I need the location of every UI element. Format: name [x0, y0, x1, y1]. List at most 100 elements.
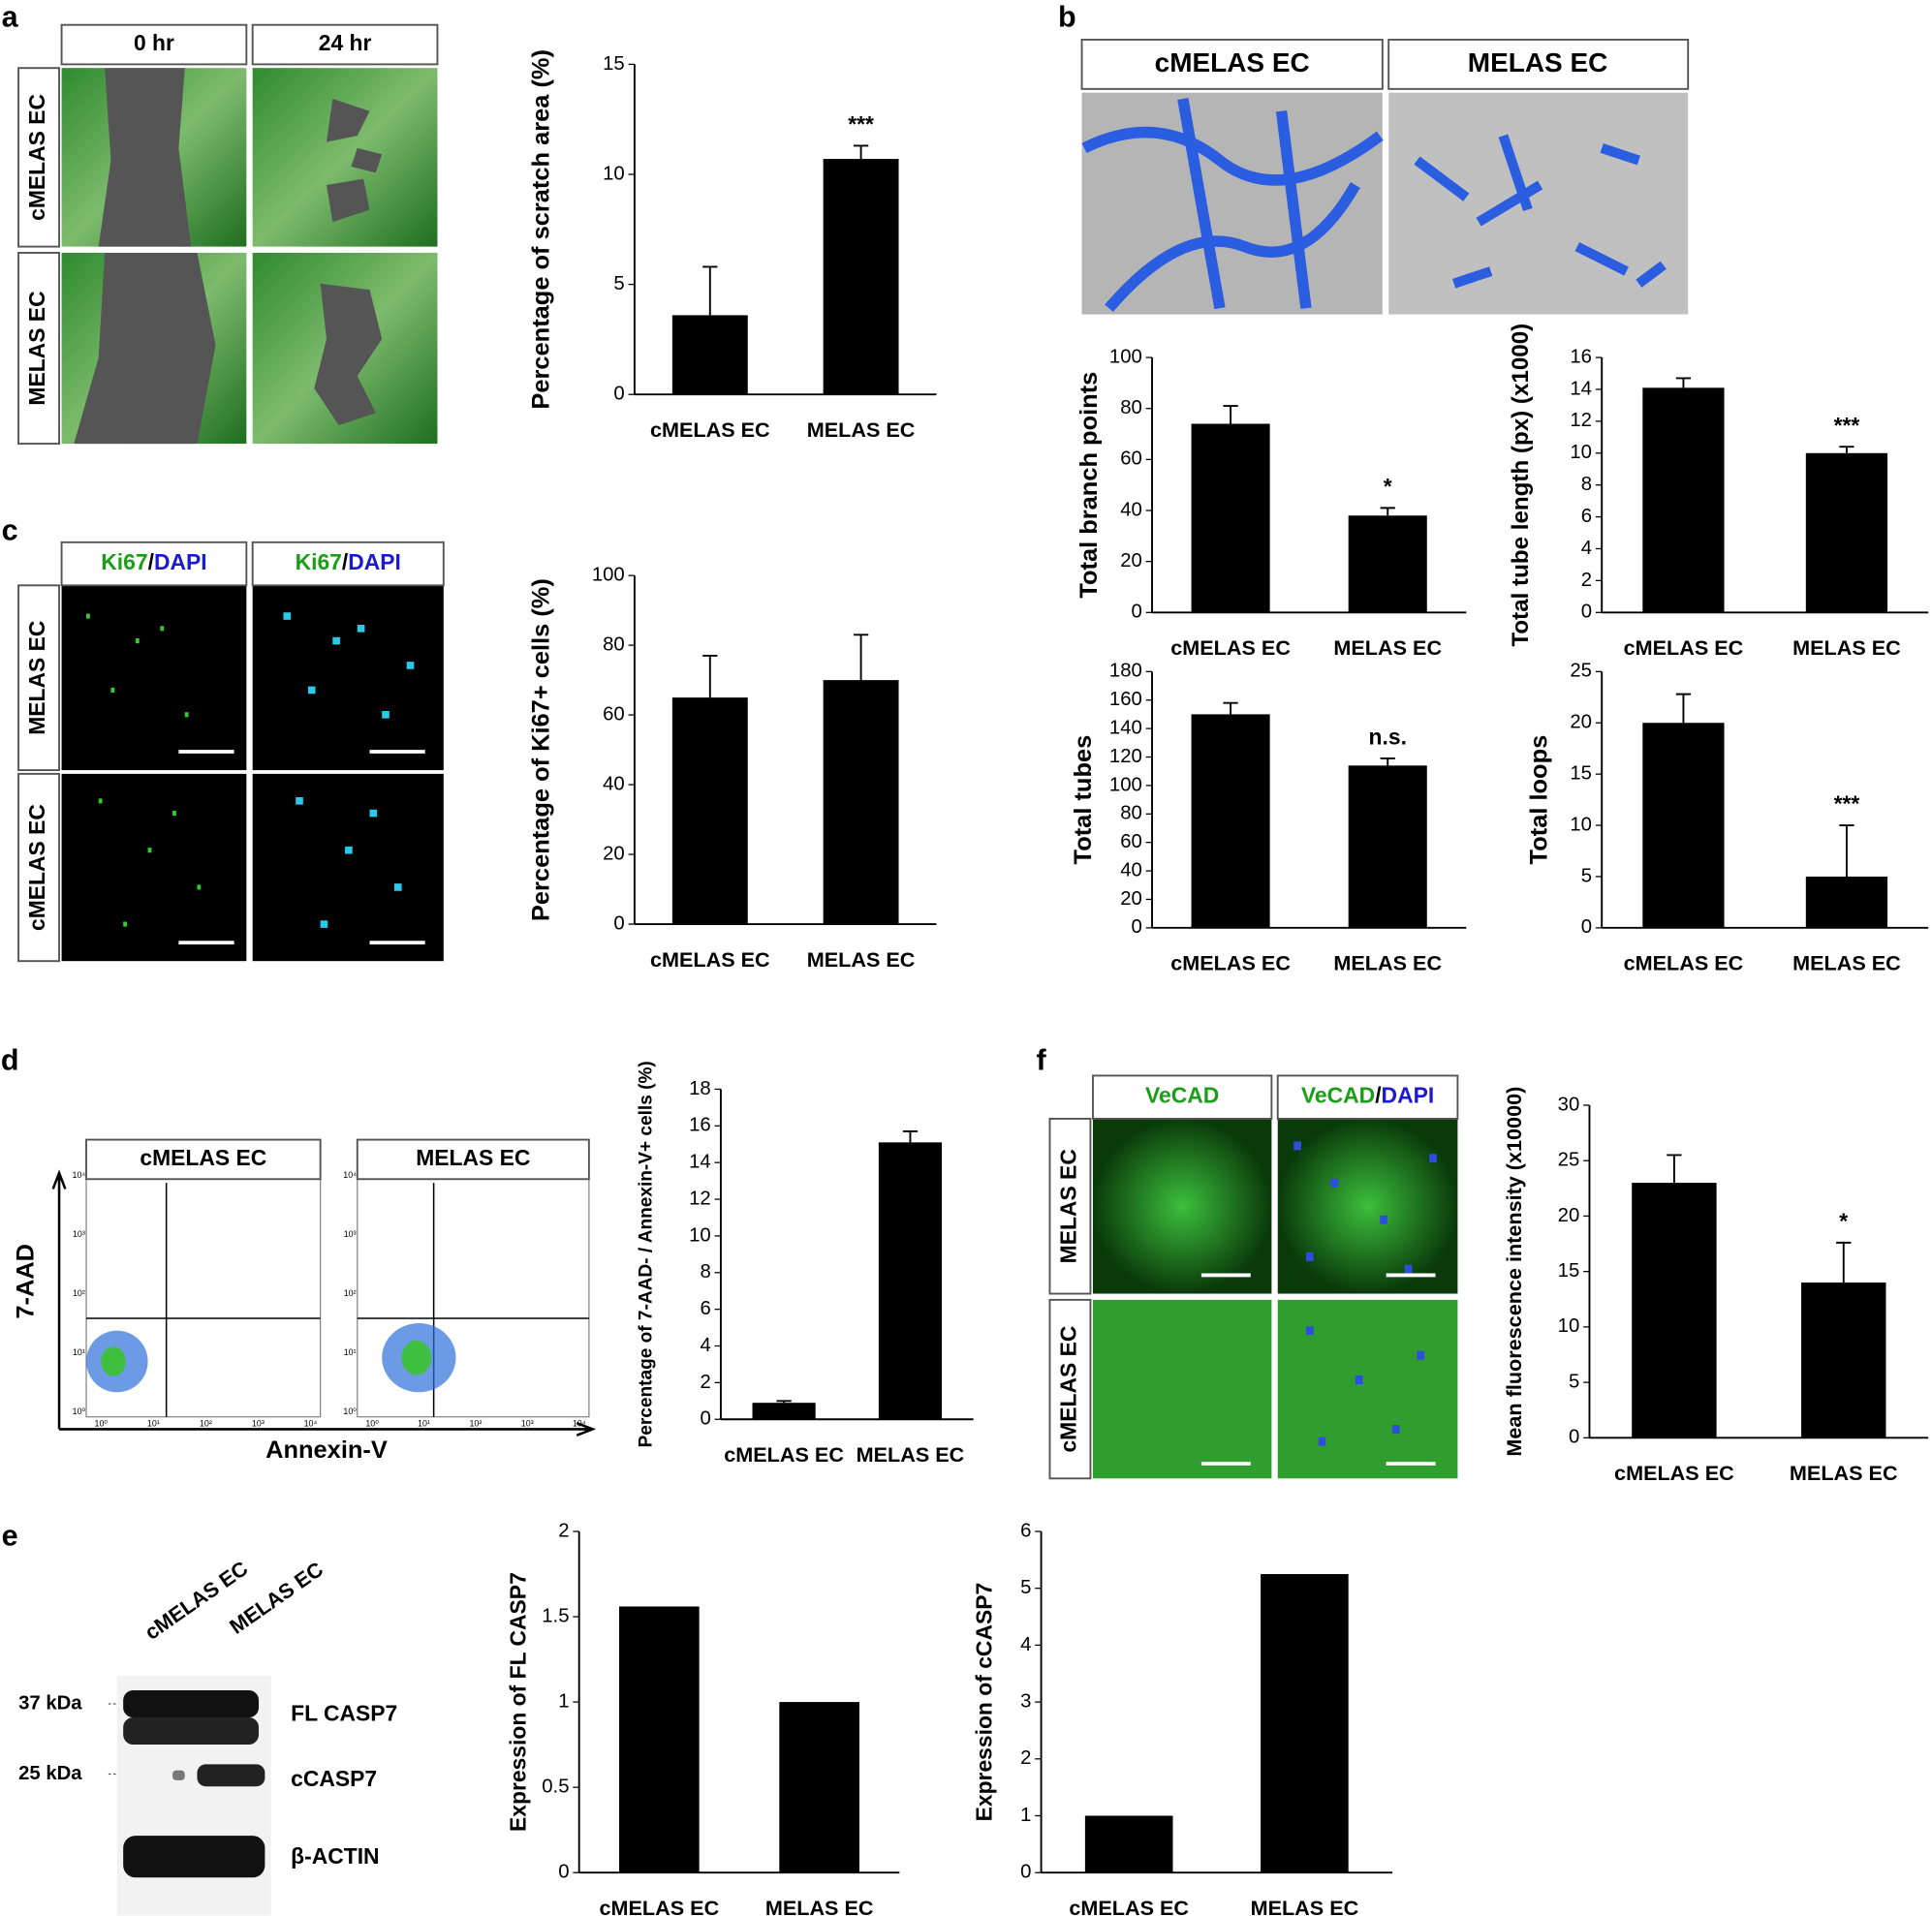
error-bar: [1675, 377, 1692, 388]
panel-letter: d: [1, 1044, 19, 1077]
y-tick-label: 0.5: [542, 1777, 569, 1798]
y-tick-label: 0: [1020, 1862, 1031, 1883]
y-tick-label: 16: [689, 1115, 711, 1136]
error-bar: [1380, 757, 1395, 766]
x-tick-label: MELAS EC: [807, 947, 916, 972]
bar: [671, 315, 748, 395]
y-tick-label: 25: [1558, 1150, 1580, 1171]
label-box: [1048, 1118, 1092, 1295]
x-tick-label: cMELAS EC: [600, 1896, 720, 1916]
flow-ylabel: 7-AAD: [13, 1244, 40, 1319]
flow-xlabel: Annexin-V: [265, 1437, 388, 1464]
bar: [823, 680, 899, 925]
header-part: DAPI: [154, 549, 207, 574]
y-axis-label: Percentage of scratch area (%): [527, 49, 554, 410]
y-tick-label: 10: [1558, 1315, 1580, 1337]
significance: ***: [1834, 791, 1860, 817]
error-bar: [853, 634, 869, 681]
label-box: [1048, 1298, 1092, 1480]
row-label: cMELAS EC: [1056, 1326, 1081, 1453]
y-tick-label: 18: [689, 1078, 711, 1099]
y-tick-label: 100: [1109, 346, 1142, 367]
x-tick-label: MELAS EC: [1790, 1461, 1898, 1485]
y-tick-label: 0: [1132, 916, 1142, 938]
error-bar: [902, 1130, 919, 1143]
x-tick-label: cMELAS EC: [1614, 1461, 1734, 1485]
y-tick-label: 0: [613, 912, 624, 934]
label-box: [1276, 1074, 1459, 1120]
flow-tick: 10⁰: [73, 1406, 86, 1416]
y-axis-label: Percentage of Ki67+ cells (%): [527, 578, 554, 921]
significance: *: [1384, 474, 1392, 499]
y-tick-label: 4: [700, 1335, 710, 1356]
bar: [823, 159, 899, 395]
y-tick-label: 3: [1020, 1690, 1031, 1712]
y-tick-label: 2: [700, 1372, 710, 1393]
error-bar: [1667, 1154, 1682, 1184]
vecad-images: [1092, 1118, 1458, 1479]
y-tick-label: 0: [700, 1408, 710, 1430]
x-tick-label: MELAS EC: [765, 1896, 874, 1916]
y-tick-label: 16: [1570, 346, 1592, 367]
flow-title: cMELAS EC: [140, 1145, 266, 1170]
y-tick-label: 0: [558, 1862, 569, 1883]
column-header: cMELAS EC: [1155, 47, 1310, 77]
error-bar: [853, 144, 869, 160]
y-tick-label: 15: [1570, 763, 1592, 785]
y-tick-label: 30: [1558, 1094, 1580, 1115]
y-tick-label: 1: [558, 1690, 569, 1712]
bar: [779, 1702, 859, 1873]
x-tick-label: cMELAS EC: [724, 1442, 844, 1467]
band-label: cCASP7: [291, 1766, 377, 1791]
y-tick-label: 60: [1120, 831, 1142, 852]
column-header: VeCAD/DAPI: [1301, 1083, 1434, 1108]
flow-tick: 10¹: [147, 1419, 160, 1429]
flow-tick: 10⁰: [343, 1406, 357, 1416]
x-tick-label: cMELAS EC: [650, 417, 770, 442]
header-part: Ki67: [101, 549, 147, 574]
bar: [1191, 714, 1270, 928]
y-tick-label: 100: [1109, 774, 1142, 795]
y-tick-label: 20: [1120, 888, 1142, 910]
label-box: [17, 772, 60, 963]
header-part: /: [1375, 1083, 1382, 1108]
header-part: /: [342, 549, 349, 574]
row-label: MELAS EC: [24, 621, 49, 735]
bar: [1642, 723, 1725, 928]
bar: [1801, 1282, 1886, 1438]
x-tick-label: MELAS EC: [857, 1442, 965, 1467]
marker-label: 25 kDa: [18, 1763, 82, 1784]
error-bar: [1223, 405, 1238, 424]
y-tick-label: 0: [1569, 1427, 1579, 1448]
y-tick-label: 5: [613, 273, 624, 294]
flow-tick: 10¹: [418, 1419, 430, 1429]
panel-letter: e: [2, 1519, 18, 1552]
y-tick-label: 60: [1120, 448, 1142, 470]
marker-label: 37 kDa: [18, 1692, 82, 1714]
label-box: [251, 23, 439, 66]
y-tick-label: 180: [1109, 661, 1142, 682]
header-part: /: [148, 549, 155, 574]
row-label: cMELAS EC: [24, 804, 49, 931]
bar: [619, 1606, 700, 1873]
y-tick-label: 5: [1020, 1577, 1031, 1598]
y-tick-label: 20: [603, 843, 625, 864]
band-label: FL CASP7: [291, 1700, 397, 1725]
y-tick-label: 1: [1020, 1805, 1031, 1826]
y-tick-label: 80: [1120, 397, 1142, 418]
y-axis-label: Expression of FL CASP7: [506, 1572, 531, 1832]
x-tick-label: MELAS EC: [1333, 635, 1442, 660]
column-header: Ki67/DAPI: [101, 549, 206, 574]
y-tick-label: 0: [1581, 602, 1592, 623]
y-tick-label: 15: [603, 53, 625, 75]
y-tick-label: 20: [1570, 712, 1592, 733]
y-tick-label: 5: [1581, 865, 1592, 886]
x-tick-label: cMELAS EC: [1624, 951, 1744, 975]
y-tick-label: 12: [689, 1188, 711, 1209]
y-tick-label: 2: [558, 1520, 569, 1541]
bar: [1632, 1183, 1717, 1438]
y-axis-label: Expression of cCASP7: [971, 1583, 996, 1822]
panel-letter: b: [1058, 0, 1076, 33]
bar: [1084, 1815, 1173, 1873]
